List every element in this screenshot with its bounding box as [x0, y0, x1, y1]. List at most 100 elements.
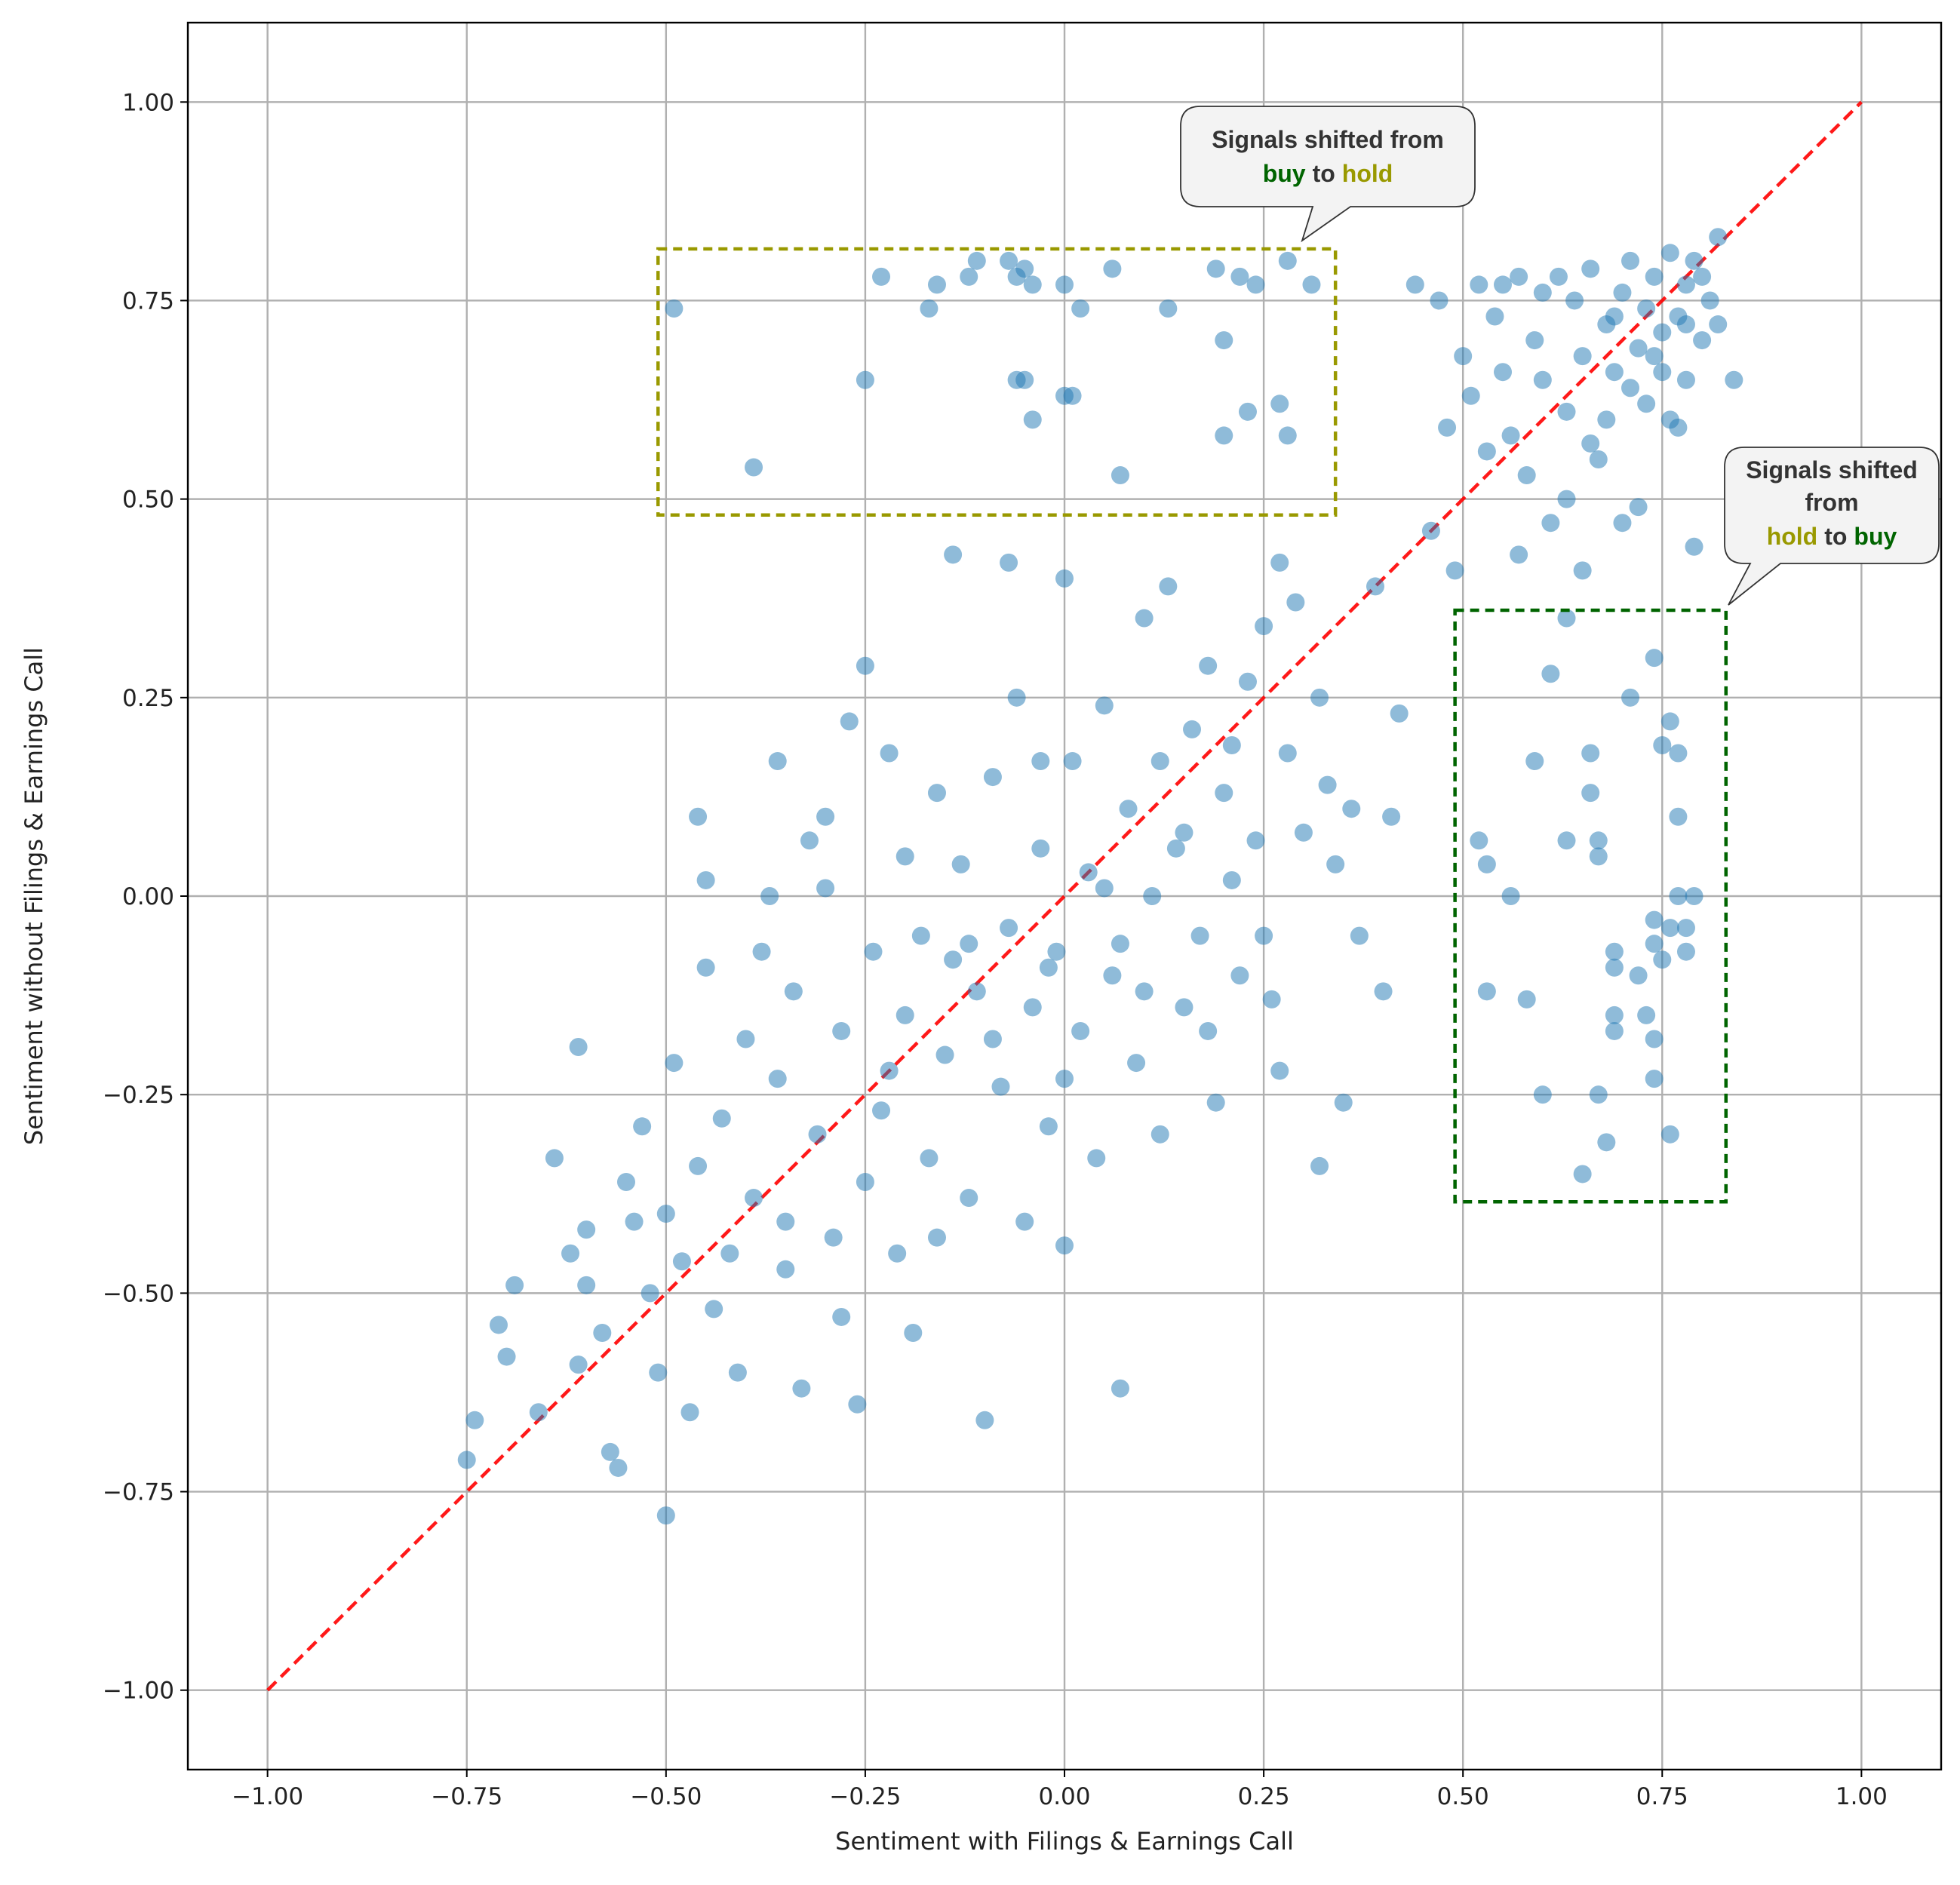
- scatter-point: [792, 1379, 811, 1398]
- scatter-point: [1621, 379, 1640, 398]
- highlight-box: [1453, 608, 1728, 1204]
- scatter-point: [1541, 665, 1560, 683]
- callout-text: Signals shifted from: [1212, 126, 1444, 153]
- scatter-point: [529, 1403, 548, 1422]
- scatter-point: [1510, 545, 1528, 564]
- scatter-point: [1111, 466, 1129, 485]
- scatter-point: [1270, 553, 1289, 572]
- x-tick-label: −0.25: [829, 1783, 901, 1810]
- scatter-point: [1613, 283, 1632, 302]
- x-tick-label: −1.00: [232, 1783, 303, 1810]
- scatter-point: [1270, 394, 1289, 413]
- scatter-point: [1270, 1061, 1289, 1080]
- scatter-point: [1255, 926, 1273, 945]
- scatter-point: [784, 982, 803, 1001]
- scatter-point: [960, 267, 978, 286]
- scatter-point: [1159, 299, 1178, 318]
- scatter-point: [696, 958, 715, 977]
- scatter-point: [1573, 1165, 1592, 1183]
- scatter-point: [1477, 982, 1496, 1001]
- callout-text: Signals shifted: [1746, 456, 1918, 484]
- scatter-point: [1262, 990, 1281, 1009]
- scatter-point: [1676, 275, 1695, 294]
- scatter-point: [920, 299, 939, 318]
- scatter-point: [1676, 919, 1695, 938]
- scatter-point: [856, 370, 874, 389]
- scatter-point: [1111, 1379, 1129, 1398]
- scatter-point: [1103, 966, 1122, 985]
- scatter-point: [1605, 1021, 1624, 1040]
- y-tick-label: 0.50: [122, 487, 174, 514]
- scatter-point: [1589, 831, 1608, 850]
- scatter-point: [1087, 1149, 1106, 1168]
- scatter-point: [1151, 752, 1169, 771]
- scatter-point: [1645, 1070, 1664, 1088]
- scatter-point: [1494, 363, 1512, 382]
- scatter-point: [983, 1030, 1002, 1048]
- scatter-point: [1565, 291, 1584, 310]
- scatter-point: [1653, 363, 1672, 382]
- scatter-point: [896, 1005, 914, 1024]
- scatter-point: [1015, 370, 1034, 389]
- scatter-point: [1454, 347, 1473, 366]
- scatter-point: [1597, 1133, 1616, 1152]
- scatter-point: [1693, 267, 1712, 286]
- scatter-point: [1629, 339, 1648, 358]
- scatter-point: [1645, 347, 1664, 366]
- scatter-point: [888, 1244, 907, 1263]
- scatter-point: [705, 1300, 723, 1319]
- scatter-point: [1549, 267, 1568, 286]
- scatter-point: [577, 1220, 596, 1239]
- x-axis-label: Sentiment with Filings & Earnings Call: [835, 1827, 1294, 1856]
- scatter-point: [1215, 331, 1233, 350]
- scatter-point: [824, 1228, 843, 1247]
- scatter-point: [1334, 1093, 1353, 1112]
- callout-word: hold: [1767, 523, 1818, 550]
- scatter-point: [1206, 259, 1225, 278]
- y-tick-label: −0.50: [103, 1280, 174, 1307]
- y-tick-label: −0.75: [103, 1479, 174, 1506]
- scatter-point: [951, 855, 970, 873]
- scatter-point: [1669, 807, 1688, 826]
- scatter-point: [1166, 839, 1185, 858]
- callout-word: Signals shifted from: [1212, 126, 1444, 153]
- scatter-point: [816, 807, 835, 826]
- scatter-point: [1015, 259, 1034, 278]
- scatter-point: [1557, 609, 1576, 628]
- scatter-point: [1238, 402, 1257, 421]
- scatter-point: [593, 1324, 612, 1342]
- scatter-point: [1255, 617, 1273, 636]
- scatter-point: [1581, 744, 1600, 763]
- scatter-point: [1007, 688, 1026, 707]
- scatter-point: [1382, 807, 1401, 826]
- scatter-point: [1613, 514, 1632, 533]
- scatter-point: [1700, 291, 1719, 310]
- y-tick-label: −0.25: [103, 1082, 174, 1109]
- scatter-point: [832, 1307, 851, 1326]
- scatter-point: [633, 1117, 652, 1136]
- callout-word: from: [1805, 489, 1858, 516]
- scatter-point: [1581, 434, 1600, 453]
- scatter-point: [1151, 1125, 1169, 1144]
- scatter-point: [1055, 569, 1074, 588]
- callout-word: buy: [1854, 523, 1897, 550]
- scatter-point: [800, 831, 819, 850]
- reference-line: [266, 100, 1863, 1692]
- scatter-point: [728, 1363, 747, 1382]
- scatter-point: [760, 887, 779, 905]
- x-tick-label: 0.25: [1238, 1783, 1290, 1810]
- scatter-point: [1533, 283, 1552, 302]
- scatter-point: [840, 712, 859, 731]
- scatter-point: [1206, 1093, 1225, 1112]
- scatter-point: [1063, 752, 1082, 771]
- scatter-point: [880, 744, 899, 763]
- y-tick-label: 0.25: [122, 685, 174, 712]
- scatter-point: [1159, 577, 1178, 596]
- scatter-point: [1557, 490, 1576, 508]
- scatter-point: [1238, 672, 1257, 691]
- scatter-point: [911, 926, 930, 945]
- scatter-point: [1190, 926, 1209, 945]
- scatter-point: [1485, 307, 1504, 326]
- x-tick-label: 0.00: [1038, 1783, 1090, 1810]
- scatter-point: [1685, 537, 1703, 556]
